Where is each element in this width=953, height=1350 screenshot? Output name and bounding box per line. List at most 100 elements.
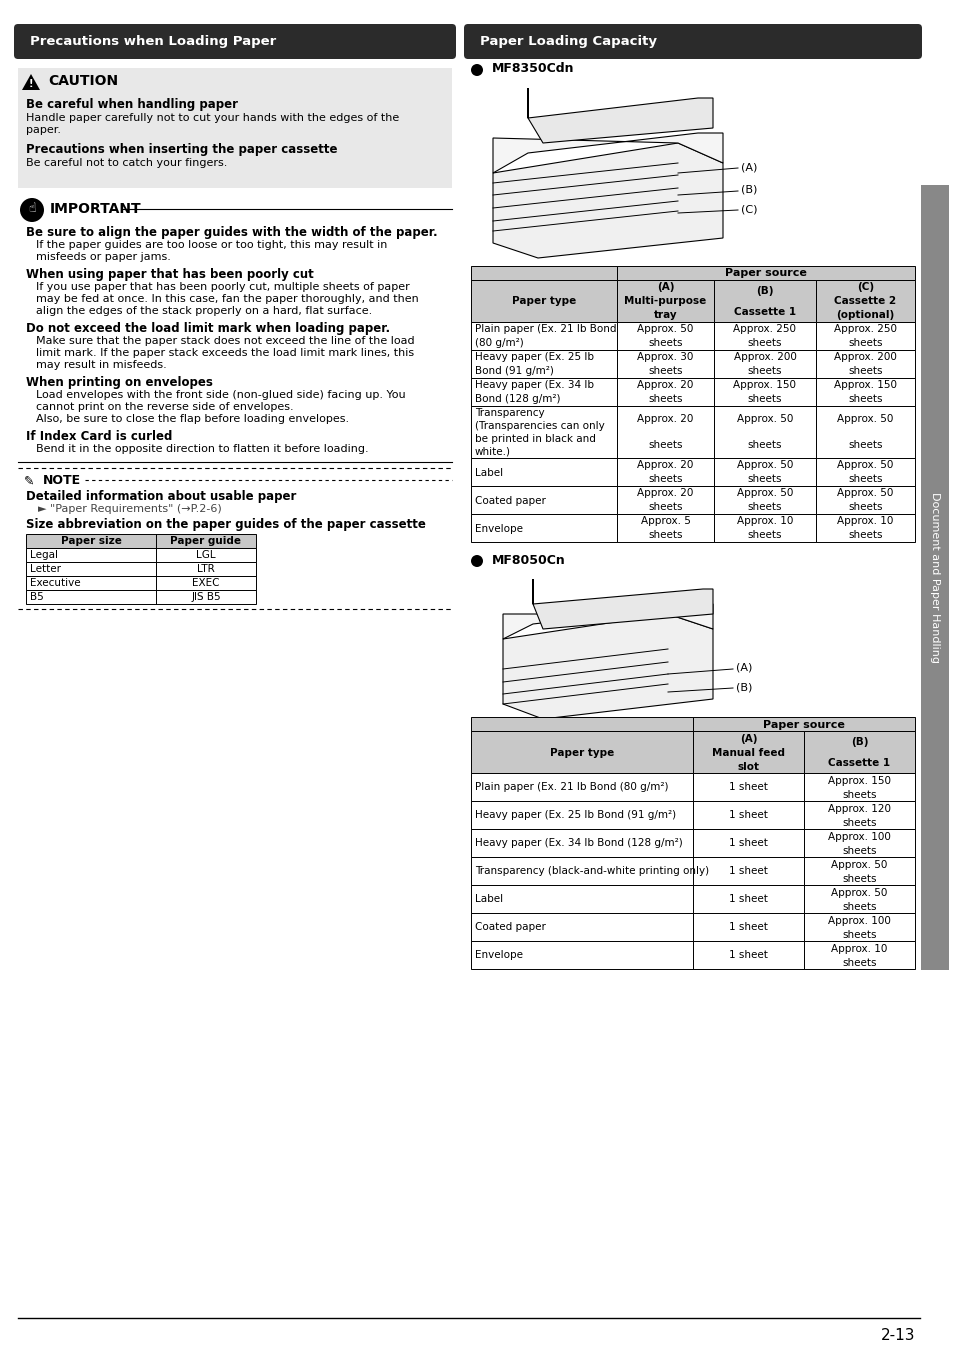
Polygon shape <box>22 74 40 90</box>
Bar <box>713 458 815 486</box>
Text: Paper type: Paper type <box>512 297 576 306</box>
Bar <box>692 913 803 941</box>
Text: MF8350Cdn: MF8350Cdn <box>492 62 574 76</box>
Text: Load envelopes with the front side (non-glued side) facing up. You: Load envelopes with the front side (non-… <box>36 390 405 400</box>
Text: Approx. 200: Approx. 200 <box>733 352 796 363</box>
Text: tray: tray <box>653 310 677 320</box>
Text: Approx. 50: Approx. 50 <box>637 324 693 335</box>
Text: sheets: sheets <box>747 440 781 451</box>
Text: Paper source: Paper source <box>724 269 806 278</box>
Text: Approx. 250: Approx. 250 <box>833 324 896 335</box>
Text: cannot print on the reverse side of envelopes.: cannot print on the reverse side of enve… <box>36 402 294 412</box>
Text: 1 sheet: 1 sheet <box>728 922 767 933</box>
Bar <box>815 514 914 541</box>
Bar <box>617 266 914 279</box>
Text: (B): (B) <box>756 286 773 296</box>
Text: 1 sheet: 1 sheet <box>728 810 767 821</box>
Bar <box>713 279 815 323</box>
Text: Approx. 50: Approx. 50 <box>736 414 792 424</box>
Text: Heavy paper (Ex. 34 lb: Heavy paper (Ex. 34 lb <box>475 381 594 390</box>
Bar <box>471 486 617 514</box>
Bar <box>471 458 617 486</box>
Text: Precautions when Loading Paper: Precautions when Loading Paper <box>30 35 276 49</box>
Text: Approx. 10: Approx. 10 <box>736 517 792 526</box>
Text: Approx. 120: Approx. 120 <box>827 803 890 814</box>
Text: Approx. 50: Approx. 50 <box>837 460 893 471</box>
Text: sheets: sheets <box>648 474 682 485</box>
Text: Cassette 2: Cassette 2 <box>834 297 896 306</box>
Text: Be careful not to catch your fingers.: Be careful not to catch your fingers. <box>26 158 227 167</box>
Text: sheets: sheets <box>841 902 876 911</box>
Text: sheets: sheets <box>648 502 682 513</box>
Bar <box>692 774 803 801</box>
Bar <box>471 801 692 829</box>
Text: (A): (A) <box>735 663 752 674</box>
Text: (80 g/m²): (80 g/m²) <box>475 339 523 348</box>
Bar <box>617 378 713 406</box>
Text: sheets: sheets <box>747 474 781 485</box>
Text: ✎: ✎ <box>24 474 34 487</box>
Text: (C): (C) <box>740 204 757 215</box>
Bar <box>471 730 692 774</box>
Text: Approx. 30: Approx. 30 <box>637 352 693 363</box>
Bar <box>803 829 914 857</box>
Text: (B): (B) <box>740 185 757 194</box>
Bar <box>803 886 914 913</box>
Text: align the edges of the stack properly on a hard, flat surface.: align the edges of the stack properly on… <box>36 306 372 316</box>
Bar <box>471 829 692 857</box>
Bar <box>617 458 713 486</box>
Text: Make sure that the paper stack does not exceed the line of the load: Make sure that the paper stack does not … <box>36 336 415 346</box>
Bar <box>617 350 713 378</box>
Text: sheets: sheets <box>648 339 682 348</box>
Text: paper.: paper. <box>26 126 61 135</box>
Bar <box>692 857 803 886</box>
Bar <box>26 535 255 548</box>
Bar <box>713 486 815 514</box>
Text: Approx. 200: Approx. 200 <box>833 352 896 363</box>
Text: Heavy paper (Ex. 25 lb Bond (91 g/m²): Heavy paper (Ex. 25 lb Bond (91 g/m²) <box>475 810 676 821</box>
Text: 1 sheet: 1 sheet <box>728 783 767 792</box>
Polygon shape <box>493 134 722 173</box>
Bar <box>713 350 815 378</box>
Text: may be fed at once. In this case, fan the paper thoroughly, and then: may be fed at once. In this case, fan th… <box>36 294 418 304</box>
Bar <box>815 323 914 350</box>
Text: Approx. 50: Approx. 50 <box>736 489 792 498</box>
Text: CAUTION: CAUTION <box>48 74 118 88</box>
Text: (A): (A) <box>739 733 757 744</box>
Text: LTR: LTR <box>197 564 214 575</box>
Bar <box>471 378 617 406</box>
Text: Approx. 5: Approx. 5 <box>639 517 690 526</box>
Bar <box>26 590 255 603</box>
Text: sheets: sheets <box>841 845 876 856</box>
Text: Size abbreviation on the paper guides of the paper cassette: Size abbreviation on the paper guides of… <box>26 518 425 531</box>
Bar <box>815 458 914 486</box>
Text: When using paper that has been poorly cut: When using paper that has been poorly cu… <box>26 269 314 281</box>
Text: Paper guide: Paper guide <box>171 536 241 547</box>
FancyBboxPatch shape <box>463 24 921 59</box>
Text: Label: Label <box>475 467 502 478</box>
Bar <box>815 279 914 323</box>
Text: (Transparencies can only: (Transparencies can only <box>475 421 604 431</box>
Bar <box>803 941 914 969</box>
Text: sheets: sheets <box>648 366 682 377</box>
Text: ☝: ☝ <box>29 202 36 216</box>
Text: Approx. 100: Approx. 100 <box>827 915 890 926</box>
Text: EXEC: EXEC <box>193 579 219 589</box>
Text: When printing on envelopes: When printing on envelopes <box>26 377 213 389</box>
Text: be printed in black and: be printed in black and <box>475 433 596 444</box>
Text: Plain paper (Ex. 21 lb Bond: Plain paper (Ex. 21 lb Bond <box>475 324 616 335</box>
Bar <box>692 829 803 857</box>
Bar <box>471 717 692 730</box>
Text: Label: Label <box>475 895 502 905</box>
Text: Precautions when inserting the paper cassette: Precautions when inserting the paper cas… <box>26 143 337 157</box>
Text: 2-13: 2-13 <box>880 1327 914 1342</box>
Bar <box>471 886 692 913</box>
Bar <box>617 406 713 458</box>
Text: Executive: Executive <box>30 579 81 589</box>
Text: Approx. 20: Approx. 20 <box>637 414 693 424</box>
Text: may result in misfeeds.: may result in misfeeds. <box>36 360 167 370</box>
Text: sheets: sheets <box>847 474 882 485</box>
Text: sheets: sheets <box>747 339 781 348</box>
Text: sheets: sheets <box>841 873 876 883</box>
Text: Detailed information about usable paper: Detailed information about usable paper <box>26 490 296 504</box>
